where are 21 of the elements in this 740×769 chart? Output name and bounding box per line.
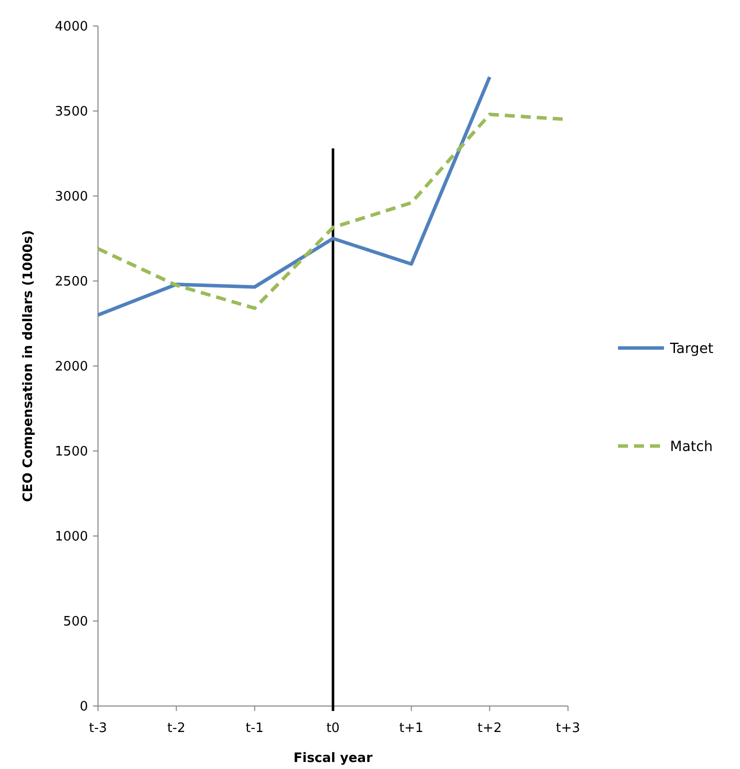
y-tick-label: 2000: [54, 360, 88, 375]
y-tick-label: 1000: [54, 530, 88, 545]
x-tick-label: t-1: [246, 721, 264, 736]
x-tick-label: t-2: [167, 721, 186, 736]
x-tick-label: t+3: [556, 721, 580, 736]
y-tick-label: 1500: [54, 444, 88, 460]
x-tick-label: t+2: [478, 721, 502, 736]
y-tick-label: 500: [63, 614, 88, 630]
x-axis-title: Fiscal year: [293, 751, 374, 766]
line-series: [96, 75, 492, 317]
y-axis-title: CEO Compensation in dollars (1000s): [21, 230, 36, 502]
y-tick-label: 4000: [54, 20, 88, 35]
y-tick-label: 3500: [54, 104, 88, 120]
legend-label: Match: [670, 438, 713, 455]
x-tick-label: t0: [326, 721, 340, 736]
legend-label: Target: [669, 340, 714, 357]
x-tick-label: t+1: [399, 721, 424, 736]
y-tick-label: 2500: [54, 274, 88, 290]
y-tick-label: 0: [80, 700, 88, 715]
y-tick-label: 3000: [54, 190, 88, 205]
x-tick-label: t-3: [88, 721, 108, 736]
